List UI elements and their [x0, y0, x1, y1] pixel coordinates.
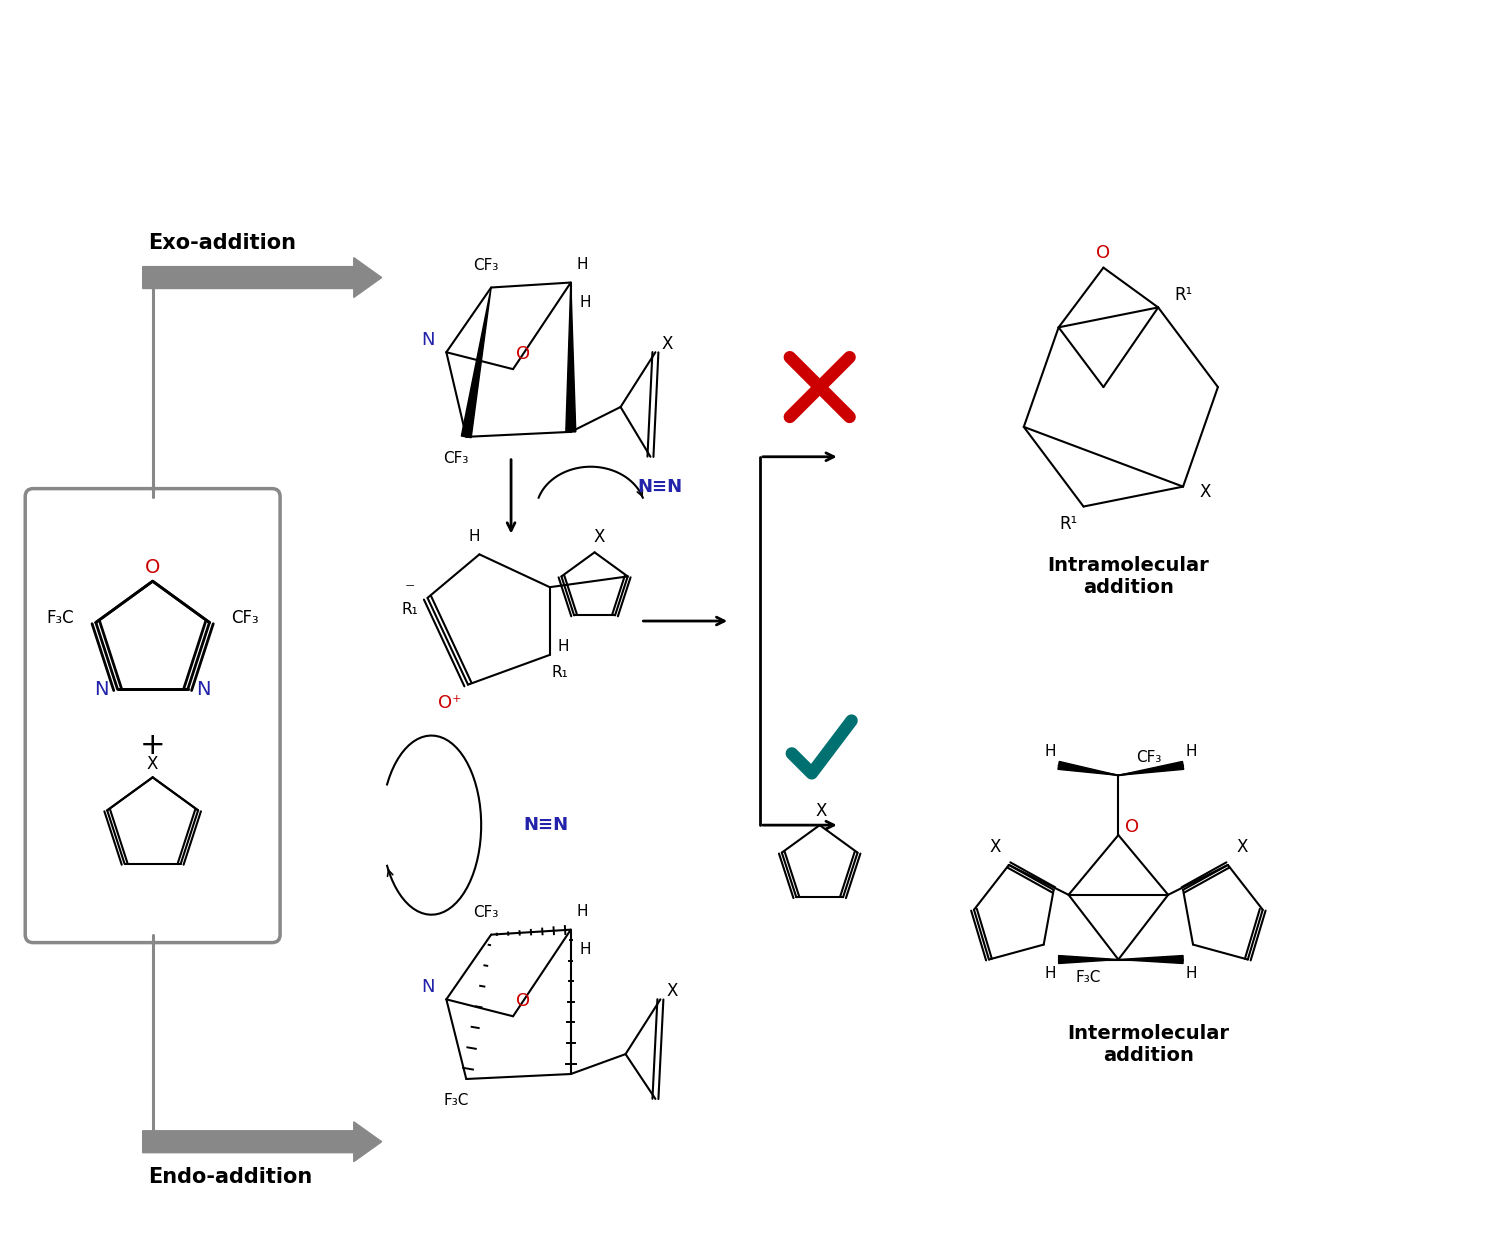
Text: +: +	[140, 731, 165, 760]
Polygon shape	[1119, 956, 1184, 963]
Text: H: H	[580, 942, 591, 957]
Text: F₃C: F₃C	[1076, 970, 1101, 985]
FancyBboxPatch shape	[26, 489, 280, 942]
Text: N≡N: N≡N	[524, 816, 568, 834]
Text: H: H	[558, 639, 570, 654]
Text: H: H	[1046, 744, 1056, 759]
Text: N: N	[422, 332, 435, 349]
Text: H: H	[1185, 966, 1197, 981]
Text: O: O	[146, 558, 160, 577]
Text: CF₃: CF₃	[444, 451, 470, 466]
Text: CF₃: CF₃	[1137, 750, 1161, 765]
Text: X: X	[816, 803, 828, 820]
Text: N≡N: N≡N	[638, 477, 682, 496]
Text: N: N	[94, 679, 110, 698]
Text: R₁: R₁	[400, 603, 418, 617]
Text: H: H	[578, 904, 588, 919]
Text: F₃C: F₃C	[46, 608, 74, 627]
Text: R¹: R¹	[1059, 515, 1077, 534]
Polygon shape	[1058, 761, 1119, 775]
Text: Exo-addition: Exo-addition	[147, 232, 296, 252]
Text: X: X	[988, 838, 1000, 857]
Text: O: O	[516, 992, 530, 1010]
Text: N: N	[196, 679, 211, 698]
Text: N: N	[422, 978, 435, 996]
Text: X: X	[1236, 838, 1248, 857]
Text: X: X	[594, 529, 604, 546]
Text: X: X	[666, 982, 678, 1000]
Polygon shape	[566, 283, 576, 432]
Polygon shape	[1059, 956, 1119, 963]
Text: X: X	[662, 335, 674, 353]
Text: Intramolecular
addition: Intramolecular addition	[1047, 555, 1209, 597]
FancyArrow shape	[142, 257, 381, 298]
Text: H: H	[578, 257, 588, 273]
Text: X: X	[147, 755, 159, 774]
Polygon shape	[1119, 761, 1184, 775]
Text: O⁺: O⁺	[438, 693, 462, 712]
Text: H: H	[1185, 744, 1197, 759]
Text: Intermolecular
addition: Intermolecular addition	[1066, 1024, 1228, 1065]
Text: Endo-addition: Endo-addition	[147, 1167, 312, 1187]
Text: CF₃: CF₃	[231, 608, 260, 627]
Text: F₃C: F₃C	[444, 1094, 470, 1108]
Text: R₁: R₁	[552, 666, 568, 681]
Text: CF₃: CF₃	[474, 259, 500, 273]
Text: R¹: R¹	[1174, 286, 1192, 304]
Text: X: X	[1200, 482, 1210, 501]
Text: H: H	[1046, 966, 1056, 981]
Text: O: O	[1096, 244, 1110, 261]
Text: ⁻: ⁻	[405, 580, 414, 599]
Polygon shape	[462, 288, 490, 437]
Text: O: O	[516, 345, 530, 363]
FancyArrow shape	[142, 1122, 381, 1162]
Text: CF₃: CF₃	[474, 906, 500, 921]
Text: H: H	[468, 529, 480, 544]
Text: O: O	[1125, 818, 1140, 836]
Text: H: H	[580, 295, 591, 310]
